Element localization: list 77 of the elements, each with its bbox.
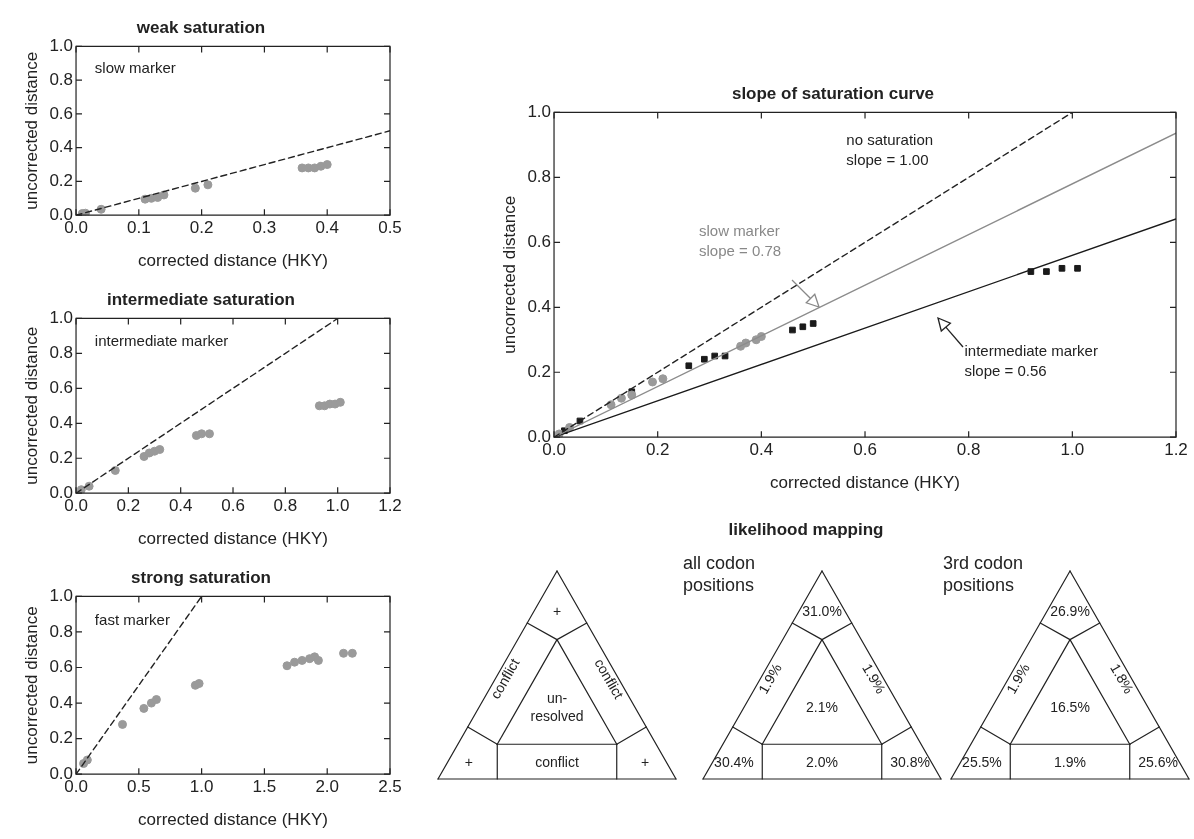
text: conflict	[535, 754, 579, 771]
text: 2.1%	[806, 699, 838, 716]
text: 3rd codon positions	[943, 552, 1024, 595]
text: 31.0%	[802, 603, 842, 620]
text: +	[464, 754, 474, 771]
annotation: slow marker	[94, 59, 176, 77]
text: +	[552, 603, 562, 620]
y-tick-label: 0.8	[49, 621, 74, 641]
y-tick-label: 0.2	[527, 361, 552, 381]
y-tick-label: 1.0	[49, 36, 74, 56]
x-tick-label: 1.0	[1060, 440, 1085, 460]
text: 16.5%	[1050, 699, 1090, 716]
x-tick-label: 0.2	[645, 440, 670, 460]
x-tick-label: 0.4	[749, 440, 774, 460]
text: +	[640, 754, 650, 771]
x-tick-label: 2.5	[378, 777, 402, 797]
x-axis-title: corrected distance (HKY)	[138, 251, 328, 271]
text: likelihood mapping	[728, 519, 884, 539]
y-tick-label: 0.6	[49, 378, 74, 398]
x-tick-label: 0.5	[378, 218, 402, 238]
x-tick-label: 0.5	[127, 777, 151, 797]
x-tick-label: 1.0	[189, 777, 214, 797]
annotation: fast marker	[94, 610, 170, 628]
y-tick-label: 0.2	[49, 728, 74, 748]
text: 2.0%	[806, 754, 838, 771]
x-axis-title: corrected distance (HKY)	[770, 473, 960, 493]
y-axis-title: uncorrected distance	[499, 195, 519, 354]
y-tick-label: 0.4	[49, 137, 74, 157]
x-tick-label: 0.4	[168, 496, 193, 516]
chart-title: intermediate saturation	[107, 289, 295, 309]
x-tick-label: 0.4	[315, 218, 340, 238]
y-tick-label: 1.0	[49, 586, 74, 606]
y-axis-title: uncorrected distance	[21, 326, 41, 485]
x-tick-label: 0.3	[252, 218, 277, 238]
annotation: intermediate marker slope = 0.56	[964, 342, 1098, 379]
y-tick-label: 1.0	[49, 308, 74, 328]
text: 1.9%	[1054, 754, 1086, 771]
text: 25.6%	[1138, 754, 1178, 771]
x-tick-label: 0.1	[127, 218, 151, 238]
y-tick-label: 0.8	[49, 69, 74, 89]
y-tick-label: 0.4	[527, 296, 552, 316]
chart-title: strong saturation	[131, 567, 271, 587]
x-tick-label: 1.5	[252, 777, 277, 797]
annotation: no saturation slope = 1.00	[846, 130, 934, 168]
text: 25.5%	[962, 754, 1002, 771]
x-tick-label: 0.6	[853, 440, 877, 460]
text: 26.9%	[1050, 603, 1090, 620]
x-tick-label: 0.8	[273, 496, 298, 516]
annotation: slow marker slope = 0.78	[698, 221, 782, 259]
x-tick-label: 1.2	[1164, 440, 1188, 460]
y-tick-label: 0.6	[49, 657, 74, 677]
y-tick-label: 1.0	[527, 102, 552, 122]
x-tick-label: 0.6	[221, 496, 245, 516]
text: 30.8%	[890, 754, 930, 771]
chart-title: weak saturation	[135, 17, 266, 37]
x-axis-title: corrected distance (HKY)	[138, 529, 328, 549]
y-tick-label: 0.2	[49, 171, 74, 191]
x-tick-label: 0.2	[189, 218, 214, 238]
y-axis-title: uncorrected distance	[21, 606, 41, 765]
x-tick-label: 1.2	[378, 496, 402, 516]
y-tick-label: 0.8	[49, 343, 74, 363]
y-axis-title: uncorrected distance	[21, 51, 41, 210]
annotation: intermediate marker	[94, 332, 229, 350]
text: 30.4%	[714, 754, 754, 771]
y-tick-label: 0.8	[527, 167, 552, 187]
y-tick-label: 0.6	[49, 103, 74, 123]
y-tick-label: 0.4	[49, 692, 74, 712]
x-tick-label: 0.8	[956, 440, 981, 460]
x-axis-title: corrected distance (HKY)	[138, 810, 328, 830]
x-tick-label: 1.0	[325, 496, 350, 516]
y-tick-label: 0.6	[527, 232, 552, 252]
text: un-resolved	[530, 690, 584, 725]
x-tick-label: 0.2	[116, 496, 141, 516]
text: all codon positions	[683, 552, 756, 595]
y-tick-label: 0.4	[49, 412, 74, 432]
chart-title: slope of saturation curve	[731, 83, 935, 103]
x-tick-label: 2.0	[315, 777, 340, 797]
